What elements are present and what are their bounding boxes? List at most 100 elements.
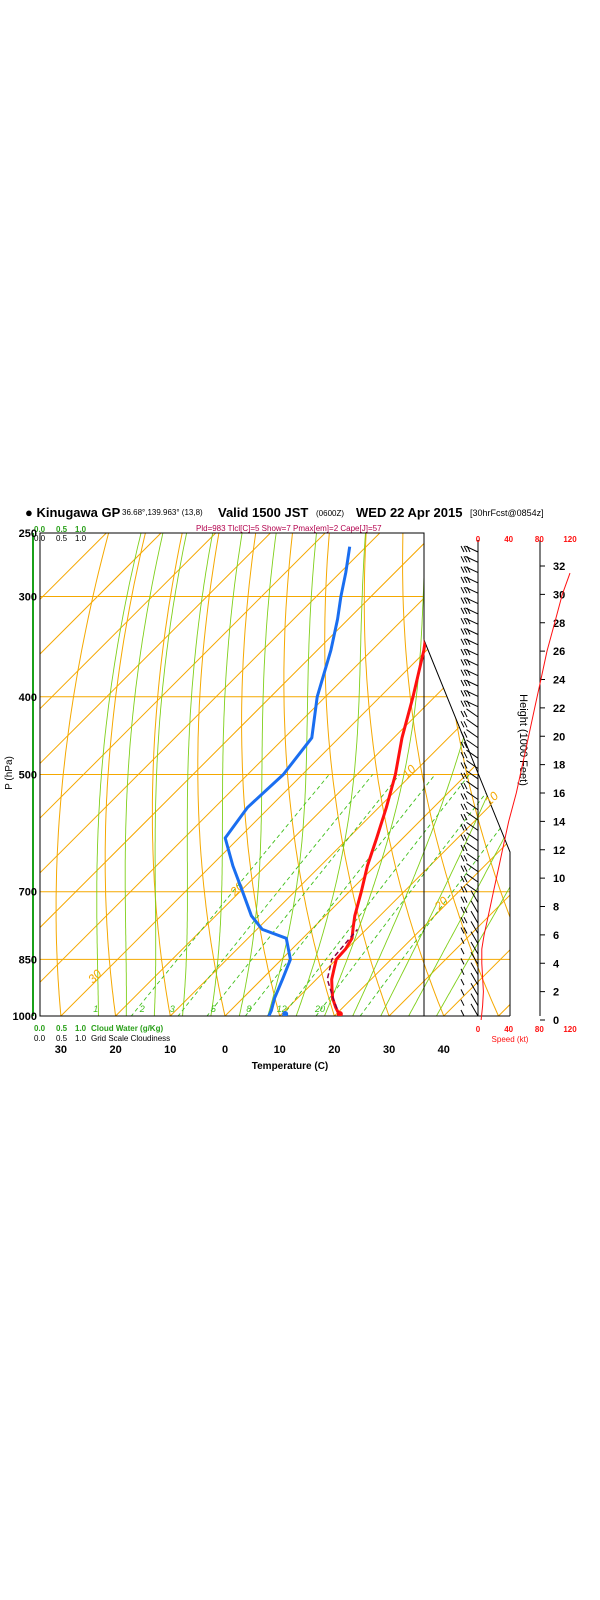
moist-adiabat [124, 533, 167, 1016]
wind-barb [460, 566, 479, 574]
dry-adiabat [363, 533, 452, 1016]
moist-adiabat [180, 533, 216, 1016]
isotherm-line [43, 533, 510, 1016]
height-tick-12: 12 [553, 845, 565, 857]
speed-tick-bottom-80: 80 [535, 1025, 544, 1034]
wind-barb [460, 890, 479, 903]
dry-adiabat [197, 533, 230, 1016]
isotherm-line [426, 533, 510, 1016]
wind-barb [460, 1003, 479, 1017]
isotherm-line [152, 533, 510, 1016]
height-tick-0: 0 [553, 1015, 559, 1027]
top-grid-tick-1: 0.5 [56, 534, 68, 543]
temperature-profile [330, 546, 439, 1016]
isotherm-line [481, 533, 510, 1016]
dry-adiabat [475, 533, 510, 1016]
wind-barb [460, 993, 479, 1006]
dry-adiabat [439, 533, 510, 1016]
wind-barb [460, 586, 479, 594]
wind-barb [460, 555, 479, 563]
speed-tick-top-40: 40 [504, 535, 513, 544]
speed-tick-top-0: 0 [476, 535, 481, 544]
wind-barb [460, 852, 479, 862]
moist-adiabat [152, 533, 191, 1016]
grid-cloudiness-label: Grid Scale Cloudiness [91, 1034, 171, 1043]
speed-tick-bottom-40: 40 [504, 1025, 513, 1034]
wind-barb [460, 545, 479, 553]
height-tick-28: 28 [553, 618, 565, 630]
wind-barb [460, 910, 479, 924]
pressure-tick-700: 700 [19, 887, 37, 899]
x-tick-2: 10 [164, 1044, 176, 1056]
station-name: Kinugawa GP [36, 505, 121, 520]
bottom-grid-tick-0: 0.0 [34, 1034, 46, 1043]
wind-barb [460, 770, 479, 780]
mixing-ratio-label-0: 1 [93, 1004, 98, 1014]
dry-adiabat [241, 533, 285, 1016]
x-tick-1: 20 [109, 1044, 121, 1056]
moist-adiabat [262, 533, 319, 1016]
wind-barb [460, 983, 479, 996]
x-tick-5: 20 [328, 1044, 340, 1056]
x-axis-label: Temperature (C) [252, 1061, 329, 1072]
isotherm-line [98, 533, 510, 1016]
moist-adiabat [234, 533, 279, 1016]
wind-barb [460, 760, 479, 769]
speed-tick-top-80: 80 [535, 535, 544, 544]
station-marker-icon: ● [25, 505, 37, 520]
isotherm-line [40, 533, 231, 1016]
wind-barb [460, 669, 479, 677]
top-cloud-tick-0: 0.0 [34, 525, 46, 534]
height-tick-4: 4 [553, 958, 560, 970]
top-grid-tick-2: 1.0 [75, 534, 87, 543]
dry-adiabat [283, 533, 341, 1016]
top-cloud-tick-2: 1.0 [75, 525, 87, 534]
height-tick-32: 32 [553, 561, 565, 573]
moist-adiabat [289, 533, 368, 1016]
isotherm-label-7: 10 [399, 762, 419, 782]
isotherm-label-9: 30 [85, 967, 105, 987]
bottom-grid-tick-1: 0.5 [56, 1034, 68, 1043]
isotherm-line [371, 533, 510, 1016]
plot-frame-cut [423, 533, 511, 1016]
cloud-water-label: Cloud Water (g/Kg) [91, 1024, 164, 1033]
mixing-ratio-line [231, 774, 436, 1016]
isotherm-line [40, 533, 340, 1016]
height-tick-8: 8 [553, 902, 559, 914]
wind-barb [460, 749, 479, 759]
wind-barb [460, 863, 479, 873]
x-tick-4: 10 [274, 1044, 286, 1056]
isotherm-label-0: 10 [482, 789, 502, 809]
wind-barb [460, 679, 479, 687]
speed-profile [480, 572, 571, 1021]
wind-barb [460, 962, 479, 976]
wind-barb [460, 811, 479, 821]
wind-barb [460, 700, 479, 708]
height-tick-18: 18 [553, 760, 565, 772]
mixing-ratio-label-2: 3 [170, 1004, 175, 1014]
height-tick-6: 6 [553, 930, 559, 942]
pressure-tick-400: 400 [19, 692, 37, 704]
bottom-cloud-tick-0: 0.0 [34, 1024, 46, 1033]
pressure-tick-1000: 1000 [13, 1011, 37, 1023]
valid-time: Valid 1500 JST [218, 505, 309, 520]
wind-barb [460, 821, 479, 831]
wind-barb [460, 972, 479, 986]
height-tick-22: 22 [553, 703, 565, 715]
valid-date: WED 22 Apr 2015 [356, 505, 463, 520]
wind-barb [460, 607, 479, 615]
wind-barb [460, 952, 479, 965]
top-cloud-tick-1: 0.5 [56, 525, 68, 534]
height-tick-16: 16 [553, 788, 565, 800]
speed-tick-top-120: 120 [563, 535, 577, 544]
speed-tick-bottom-120: 120 [563, 1025, 577, 1034]
moist-adiabat [426, 533, 510, 1016]
height-tick-14: 14 [553, 816, 566, 828]
wind-barb [460, 617, 479, 625]
pressure-tick-500: 500 [19, 770, 37, 782]
wind-barb [460, 931, 479, 945]
mixing-ratio-label-4: 8 [246, 1004, 251, 1014]
wind-barb [460, 780, 479, 790]
x-tick-7: 40 [438, 1044, 450, 1056]
isotherm-line [40, 533, 450, 1016]
